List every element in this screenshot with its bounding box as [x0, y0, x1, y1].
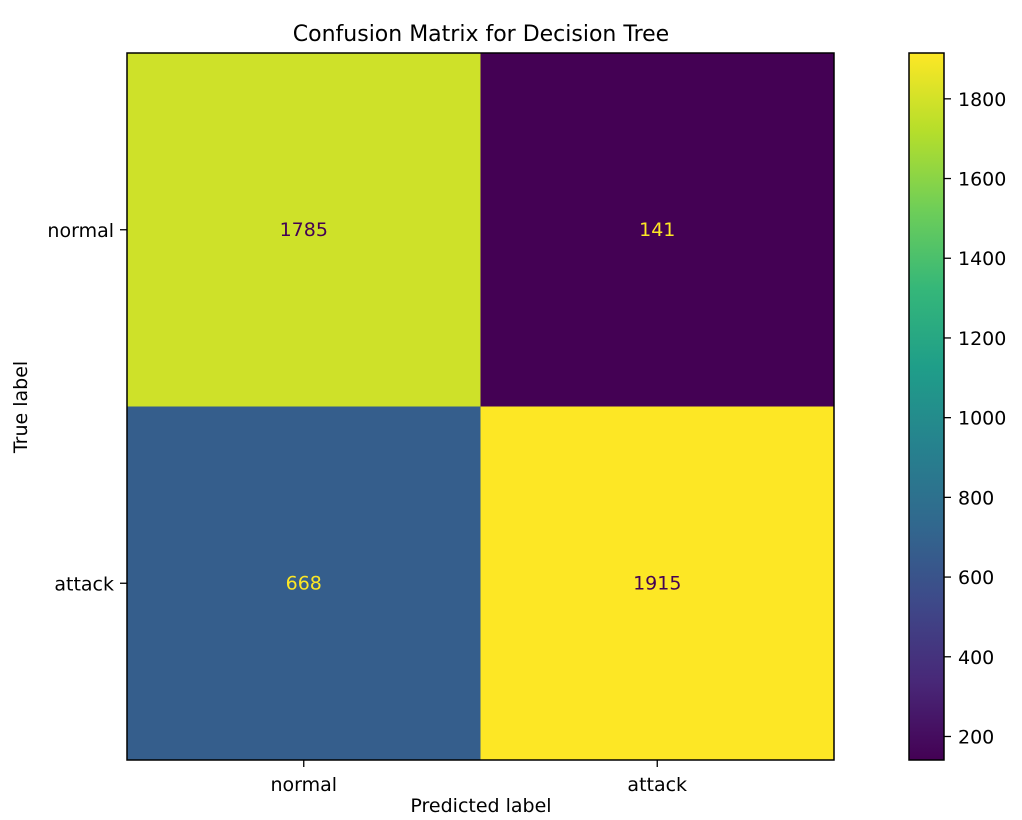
heatmap-cells: [127, 53, 835, 761]
cell-value-label: 1785: [280, 219, 328, 241]
colorbar-tick-label: 600: [958, 567, 994, 589]
y-axis-label: True label: [10, 361, 32, 454]
heatmap-cell: [480, 406, 835, 761]
chart-title: Confusion Matrix for Decision Tree: [293, 22, 669, 47]
x-tick-label: normal: [270, 774, 337, 796]
cell-value-label: 1915: [633, 572, 681, 594]
heatmap-cell: [127, 406, 481, 761]
plot-frame: [126, 52, 835, 761]
colorbar-tick-label: 200: [958, 726, 994, 748]
colorbar: [908, 52, 945, 761]
x-axis-label: Predicted label: [410, 795, 551, 817]
y-axis-ticks: normal attack: [47, 220, 127, 595]
colorbar-tick-label: 1000: [958, 408, 1006, 430]
x-tick-label: attack: [627, 774, 687, 796]
colorbar-tick-label: 400: [958, 647, 994, 669]
colorbar-tick-label: 1200: [958, 328, 1006, 350]
heatmap-cell: [480, 53, 835, 407]
y-tick-label: normal: [47, 220, 114, 242]
cell-value-label: 668: [286, 572, 322, 594]
colorbar-tick-label: 1400: [958, 248, 1006, 270]
colorbar-tick-label: 1600: [958, 169, 1006, 191]
colorbar-tick-label: 1800: [958, 89, 1006, 111]
colorbar-ticks: 200 400 600 800 1000 1200 1400 1600 1800: [944, 89, 1006, 748]
heatmap-cell: [127, 53, 481, 407]
y-tick-label: attack: [54, 573, 114, 595]
colorbar-tick-label: 800: [958, 487, 994, 509]
x-axis-ticks: normal attack: [270, 760, 687, 796]
heatmap-cell-labels: 1785 141 668 1915: [280, 219, 682, 595]
cell-value-label: 141: [639, 219, 675, 241]
